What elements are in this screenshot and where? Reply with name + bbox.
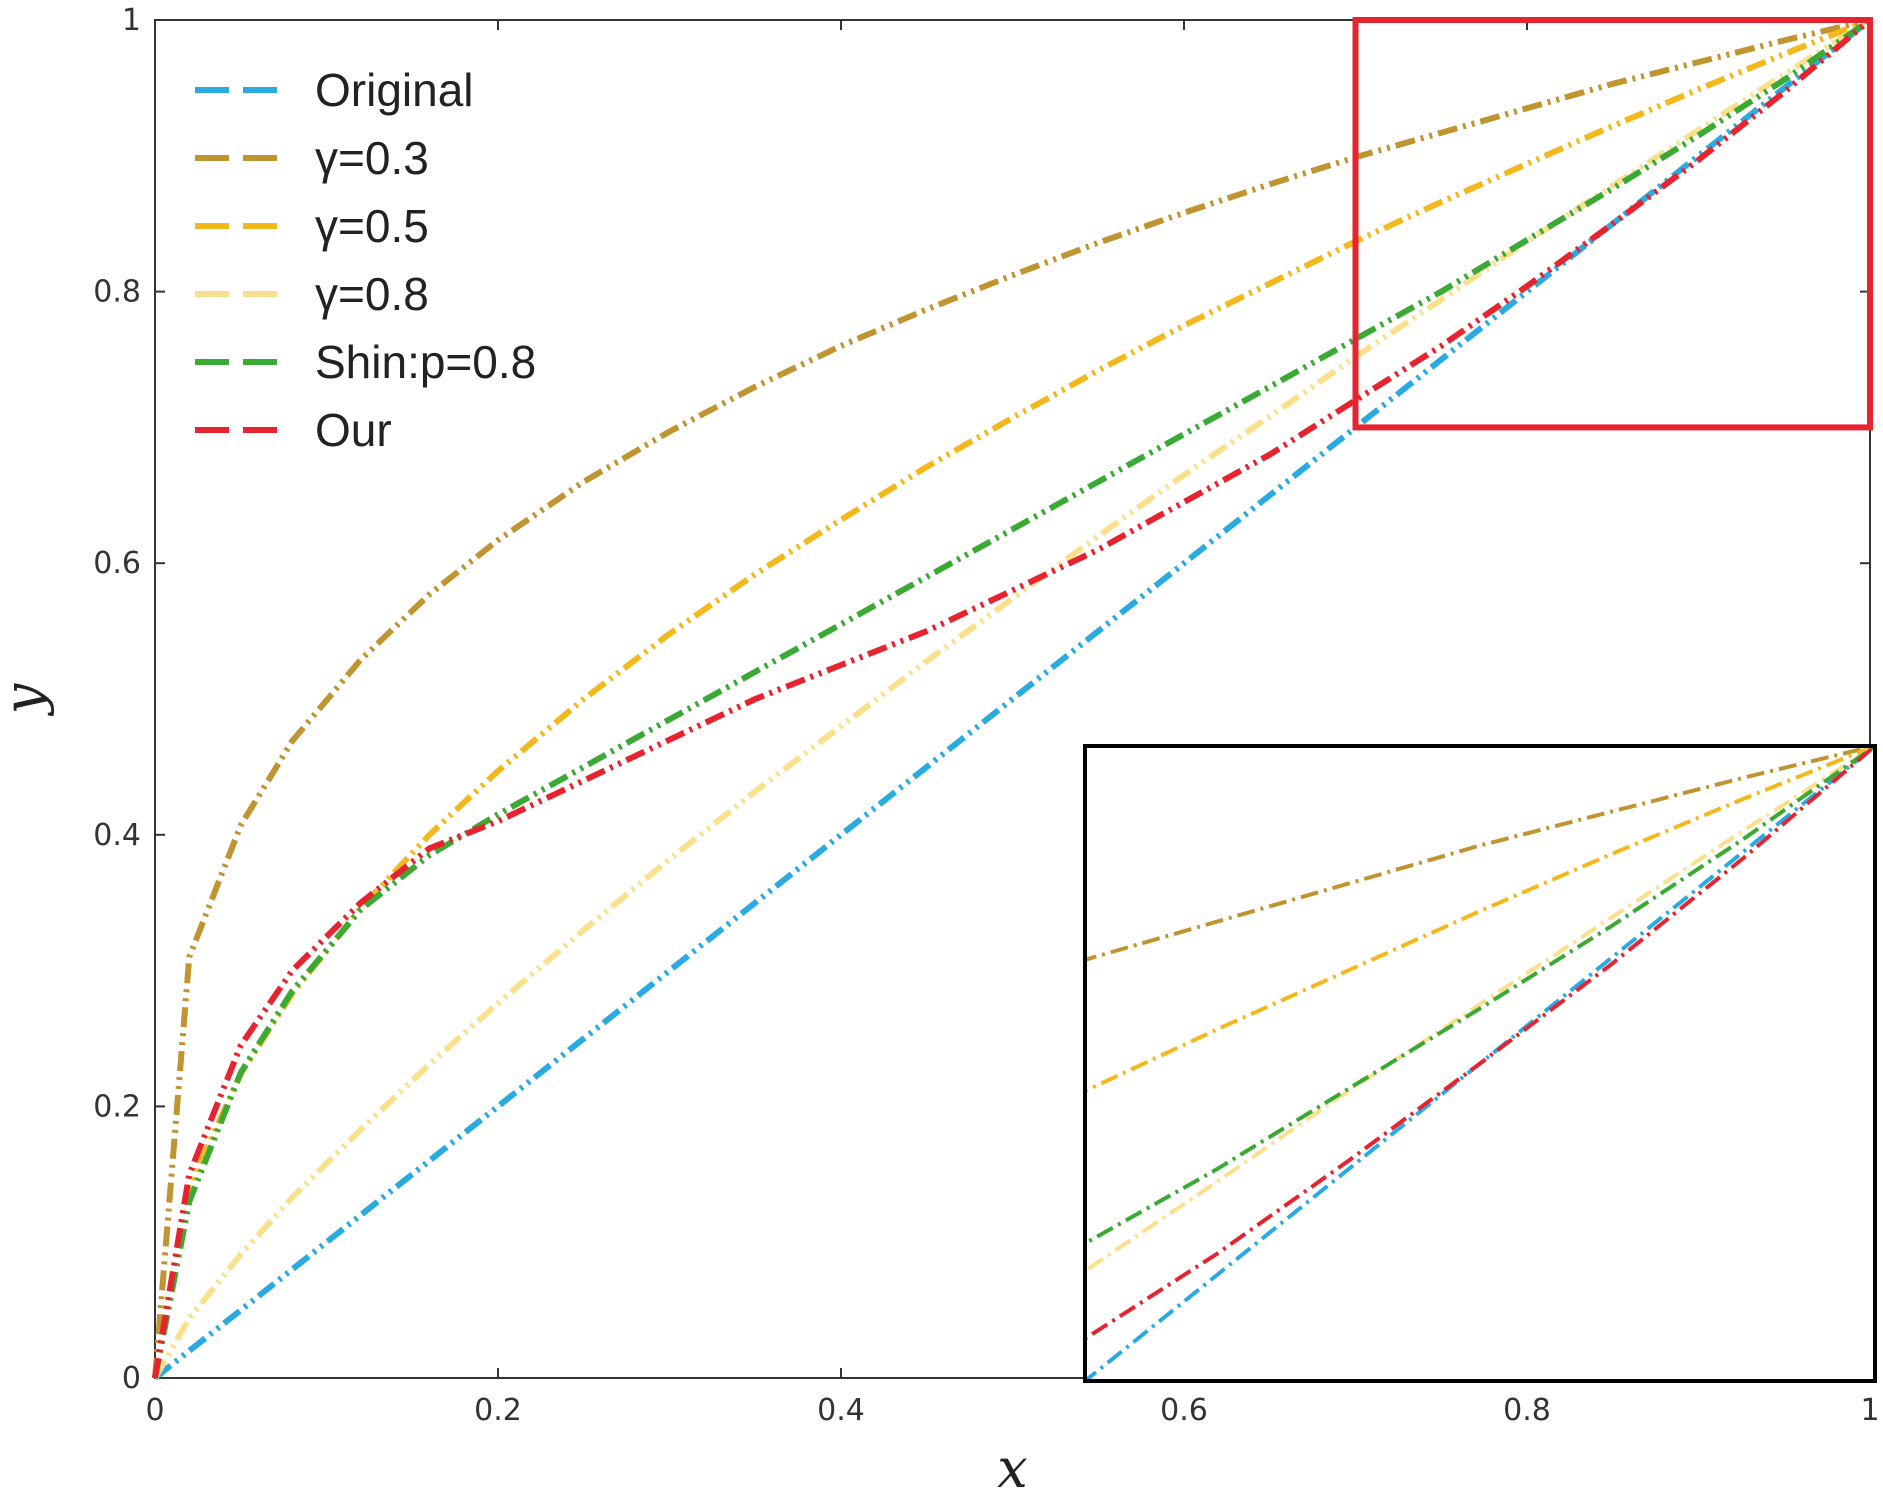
inset-series <box>1085 746 1875 1381</box>
legend-label-3: γ=0.8 <box>315 268 429 320</box>
series-line-5 <box>152 17 1872 1379</box>
y-tick-label: 0.4 <box>93 818 141 853</box>
x-tick-label: 0.4 <box>817 1393 865 1428</box>
inset-series-line-3 <box>1085 746 1875 1274</box>
legend-label-0: Original <box>315 64 474 116</box>
series-lines <box>152 17 1872 1381</box>
inset-series-line-1 <box>1085 746 1875 962</box>
y-tick-label: 0.2 <box>93 1089 141 1124</box>
y-axis-label: y <box>0 682 55 716</box>
y-tick-label: 0.6 <box>93 546 141 581</box>
x-tick-label: 0.6 <box>1160 1393 1208 1428</box>
zoom-highlight-box <box>1352 17 1873 431</box>
legend: Original γ=0.3 γ=0.5 γ=0.8 Shin:p=0.8 Our <box>195 64 536 456</box>
inset-zoom <box>1083 744 1877 1383</box>
series-line-3 <box>152 17 1872 1380</box>
legend-label-4: Shin:p=0.8 <box>315 336 536 388</box>
inset-series-line-4 <box>1085 746 1875 1246</box>
x-tick-label: 0.8 <box>1503 1393 1551 1428</box>
legend-label-1: γ=0.3 <box>315 132 429 184</box>
highlight-region <box>1352 17 1873 431</box>
x-tick-label: 0.2 <box>474 1393 522 1428</box>
plot-frame <box>154 19 1871 1379</box>
legend-label-2: γ=0.5 <box>315 200 429 252</box>
y-tick-label: 0 <box>122 1361 141 1396</box>
x-tick-label: 1 <box>1860 1393 1879 1428</box>
legend-label-5: Our <box>315 404 392 456</box>
x-tick-label: 0 <box>145 1393 164 1428</box>
y-tick-label: 1 <box>122 3 141 38</box>
y-tick-label: 0.8 <box>93 275 141 310</box>
inset-series-line-2 <box>1085 746 1875 1094</box>
series-line-0 <box>153 17 1872 1381</box>
inset-frame <box>1083 744 1877 1383</box>
series-line-4 <box>152 17 1872 1379</box>
axes: 0 0.2 0.4 0.6 0.8 1 0 0.2 0.4 0.6 0.8 1 <box>93 3 1879 1428</box>
x-axis-label: x <box>997 1437 1027 1495</box>
inset-series-line-5 <box>1085 746 1875 1342</box>
